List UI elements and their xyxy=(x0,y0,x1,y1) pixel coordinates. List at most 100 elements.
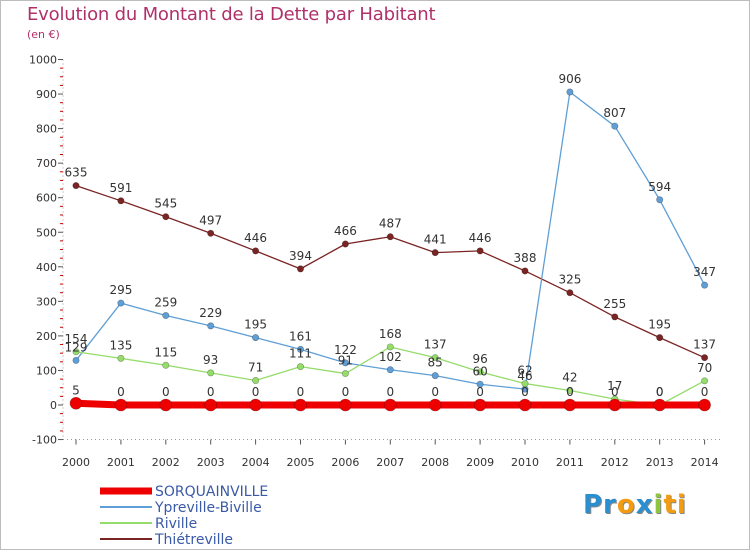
chart-title: Evolution du Montant de la Dette par Hab… xyxy=(27,4,436,25)
data-label: 0 xyxy=(342,385,350,399)
logo-part: ti xyxy=(663,490,687,520)
data-label: 70 xyxy=(697,361,712,375)
x-tick-label: 2001 xyxy=(107,456,135,469)
data-point xyxy=(207,369,215,377)
data-label: 906 xyxy=(558,72,581,86)
data-label: 0 xyxy=(297,385,305,399)
x-tick-label: 2006 xyxy=(331,456,359,469)
x-tick-label: 2002 xyxy=(152,456,180,469)
data-point xyxy=(476,368,484,376)
legend-label: Riville xyxy=(155,516,197,532)
data-label: 122 xyxy=(334,343,357,357)
data-point xyxy=(611,122,619,130)
data-label: 115 xyxy=(154,345,177,359)
y-tick-label: 900 xyxy=(36,88,57,101)
x-tick-label: 2004 xyxy=(242,456,270,469)
data-point xyxy=(341,240,349,248)
data-point xyxy=(341,370,349,378)
data-label: 347 xyxy=(693,265,716,279)
data-point xyxy=(566,88,574,96)
legend-label: SORQUAINVILLE xyxy=(155,484,268,500)
x-tick-label: 2014 xyxy=(691,456,719,469)
data-label: 60 xyxy=(472,364,487,378)
y-tick-label: 500 xyxy=(36,226,57,239)
data-label: 154 xyxy=(65,332,88,346)
data-point xyxy=(117,299,125,307)
y-tick-label: 0 xyxy=(50,399,57,412)
data-label: 71 xyxy=(248,360,263,374)
data-label: 295 xyxy=(109,283,132,297)
y-tick-label: 200 xyxy=(36,330,57,343)
data-point xyxy=(563,398,577,412)
y-tick-label: 700 xyxy=(36,157,57,170)
data-point xyxy=(162,361,170,369)
logo-part: o xyxy=(616,490,636,520)
data-label: 129 xyxy=(65,340,88,354)
data-label: 5 xyxy=(72,383,80,397)
data-label: 0 xyxy=(656,385,664,399)
data-label: 0 xyxy=(386,385,394,399)
data-point xyxy=(252,376,260,384)
data-point xyxy=(476,380,484,388)
data-label: 441 xyxy=(424,233,447,247)
data-point xyxy=(566,386,574,394)
data-label: 446 xyxy=(469,231,492,245)
x-tick-label: 2011 xyxy=(556,456,584,469)
data-label: 0 xyxy=(431,385,439,399)
data-label: 111 xyxy=(289,347,312,361)
data-point xyxy=(473,398,487,412)
x-tick-label: 2013 xyxy=(646,456,674,469)
data-point xyxy=(386,366,394,374)
x-tick-label: 2003 xyxy=(197,456,225,469)
data-label: 487 xyxy=(379,217,402,231)
data-label: 0 xyxy=(701,385,709,399)
logo-part: x xyxy=(635,490,654,520)
data-point xyxy=(431,354,439,362)
data-point xyxy=(611,313,619,321)
x-tick-label: 2007 xyxy=(376,456,404,469)
data-label: 255 xyxy=(603,297,626,311)
data-label: 62 xyxy=(517,364,532,378)
data-point xyxy=(294,398,307,412)
data-label: 102 xyxy=(379,350,402,364)
data-point xyxy=(162,312,170,320)
legend-label: Ypreville-Biville xyxy=(154,500,262,516)
data-label: 93 xyxy=(203,353,218,367)
data-label: 0 xyxy=(252,385,260,399)
data-point xyxy=(383,398,397,412)
data-label: 137 xyxy=(424,338,447,352)
data-point xyxy=(207,229,215,237)
y-tick-label: 1000 xyxy=(29,54,57,67)
y-tick-label: -100 xyxy=(32,434,57,447)
x-tick-label: 2009 xyxy=(466,456,494,469)
data-point xyxy=(701,354,709,362)
data-point xyxy=(521,267,529,275)
data-label: 85 xyxy=(428,356,443,370)
logo-part: i xyxy=(653,490,664,520)
proxiti-logo: Proxiti xyxy=(583,490,687,520)
data-label: 17 xyxy=(607,379,622,393)
data-point xyxy=(386,343,394,351)
data-point xyxy=(252,334,260,342)
data-point xyxy=(114,398,128,412)
data-label: 161 xyxy=(289,329,312,343)
x-tick-label: 2005 xyxy=(287,456,315,469)
data-label: 135 xyxy=(109,338,132,352)
y-tick-label: 300 xyxy=(36,295,57,308)
x-tick-label: 2000 xyxy=(62,456,90,469)
data-label: 91 xyxy=(338,354,353,368)
data-point xyxy=(252,247,260,255)
logo-part: Pr xyxy=(583,490,617,520)
data-point xyxy=(249,398,262,412)
data-point xyxy=(653,398,667,412)
data-point xyxy=(72,348,80,356)
data-label: 96 xyxy=(472,352,487,366)
data-point xyxy=(159,398,173,412)
data-label: 229 xyxy=(199,306,222,320)
data-point xyxy=(341,359,349,367)
data-label: 591 xyxy=(109,181,132,195)
x-tick-label: 2010 xyxy=(511,456,539,469)
data-point xyxy=(518,398,532,412)
data-label: 0 xyxy=(117,385,125,399)
